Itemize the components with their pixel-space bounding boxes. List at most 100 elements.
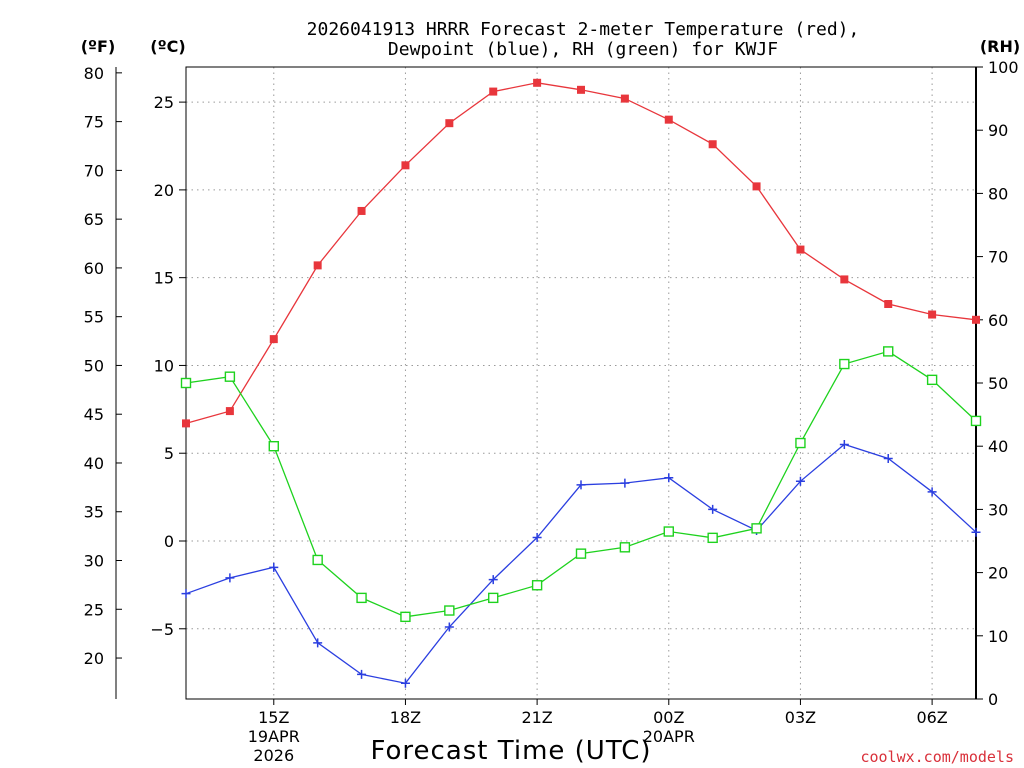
date-label: 20APR — [643, 727, 695, 746]
fahrenheit-tick-label: 55 — [84, 308, 104, 327]
dewpoint-point — [181, 589, 191, 599]
fahrenheit-tick-label: 70 — [84, 161, 104, 180]
time-tick-label: 03Z — [785, 708, 816, 727]
rh-point — [619, 542, 631, 553]
fahrenheit-tick-label: 60 — [84, 259, 104, 278]
plot-frame — [185, 66, 977, 700]
gridlines — [185, 66, 977, 700]
year-label: 2026 — [253, 746, 294, 765]
rh-tick-label: 10 — [988, 627, 1008, 646]
x-axis-label: Forecast Time (UTC) — [370, 736, 651, 766]
rh-point — [926, 374, 938, 386]
time-tick-label: 15Z — [258, 708, 289, 727]
temperature-point — [401, 161, 410, 170]
rh-point — [531, 580, 543, 591]
temperature-point — [357, 206, 366, 215]
rh-point — [575, 548, 587, 559]
temperature-point — [533, 78, 542, 87]
rh-point — [488, 592, 499, 604]
series-layer — [180, 78, 982, 688]
fahrenheit-tick-label: 35 — [84, 503, 104, 522]
temperature-point — [269, 335, 278, 344]
time-tick-label: 06Z — [916, 708, 947, 727]
rh-point — [883, 346, 894, 357]
rh-tick-label: 100 — [988, 58, 1019, 77]
temperature-point — [752, 182, 761, 191]
time-tick-label: 00Z — [653, 708, 684, 727]
time-tick-label: 18Z — [390, 708, 421, 727]
rh-point — [707, 532, 718, 544]
fahrenheit-tick-label: 20 — [84, 649, 104, 668]
fahrenheit-unit-label: (ºF) — [81, 37, 116, 56]
rh-tick-label: 30 — [988, 500, 1008, 519]
credit-text: coolwx.com/models — [860, 748, 1014, 766]
rh-tick-label: 60 — [988, 311, 1008, 330]
rh-point — [180, 377, 192, 389]
celsius-tick-label: 10 — [154, 356, 174, 375]
fahrenheit-axis: 20 25 30 35 40 45 50 55 60 65 70 75 80 — [84, 64, 122, 699]
temperature-point — [664, 115, 673, 124]
temperature-point — [620, 94, 629, 103]
fahrenheit-tick-label: 30 — [84, 552, 104, 571]
dewpoint-point — [225, 573, 235, 583]
temperature-line — [185, 82, 977, 425]
dewpoint-point — [620, 478, 630, 488]
rh-axis: 0 10 20 30 40 50 60 70 80 90 100 — [976, 58, 1019, 709]
fahrenheit-tick-label: 65 — [84, 210, 104, 229]
celsius-axis: −5 0 5 10 15 20 25 — [150, 93, 186, 639]
rh-tick-label: 90 — [988, 121, 1008, 140]
fahrenheit-tick-label: 45 — [84, 405, 104, 424]
dewpoint-point — [269, 562, 279, 572]
rh-tick-label: 40 — [988, 437, 1008, 456]
dewpoint-point — [576, 480, 586, 490]
dewpoint-point — [444, 622, 454, 632]
celsius-tick-label: 25 — [154, 93, 174, 112]
celsius-tick-label: 0 — [164, 532, 174, 551]
fahrenheit-tick-label: 25 — [84, 600, 104, 619]
date-label: 19APR — [248, 727, 300, 746]
time-tick-label: 21Z — [521, 708, 552, 727]
temperature-point — [182, 419, 190, 428]
temperature-point — [225, 407, 234, 416]
fahrenheit-tick-label: 75 — [84, 113, 104, 132]
temperature-point — [708, 140, 717, 149]
celsius-tick-label: −5 — [150, 620, 174, 639]
dewpoint-point — [488, 575, 498, 585]
dewpoint-point — [664, 473, 674, 483]
rh-point — [268, 441, 279, 452]
dewpoint-point — [313, 638, 323, 648]
dewpoint-point — [839, 439, 849, 449]
rh-tick-label: 0 — [988, 690, 998, 709]
rh-point — [356, 592, 367, 604]
dewpoint-point — [795, 476, 805, 486]
rh-tick-label: 70 — [988, 248, 1008, 267]
rh-unit-label: (RH) — [980, 37, 1020, 56]
rh-point — [970, 415, 982, 427]
rh-tick-label: 80 — [988, 184, 1008, 203]
rh-point — [312, 554, 323, 566]
temperature-point — [313, 261, 322, 270]
celsius-unit-label: (ºC) — [150, 37, 185, 56]
rh-tick-label: 50 — [988, 374, 1008, 393]
temperature-point — [577, 85, 585, 94]
temperature-point — [972, 315, 980, 324]
temperature-point — [928, 310, 937, 319]
rh-point — [795, 437, 806, 449]
temperature-point — [840, 275, 849, 284]
dewpoint-point — [927, 487, 937, 497]
dewpoint-point — [883, 453, 893, 463]
fahrenheit-tick-label: 40 — [84, 454, 104, 473]
celsius-tick-label: 15 — [154, 269, 174, 288]
rh-point — [444, 605, 455, 616]
celsius-tick-label: 20 — [154, 181, 174, 200]
temperature-point — [796, 245, 805, 254]
temperature-point — [884, 300, 893, 308]
rh-point — [751, 523, 762, 534]
temperature-point — [489, 87, 498, 96]
rh-tick-label: 20 — [988, 564, 1008, 583]
fahrenheit-tick-label: 50 — [84, 356, 104, 375]
rh-point — [663, 526, 674, 537]
temperature-point — [445, 119, 454, 128]
